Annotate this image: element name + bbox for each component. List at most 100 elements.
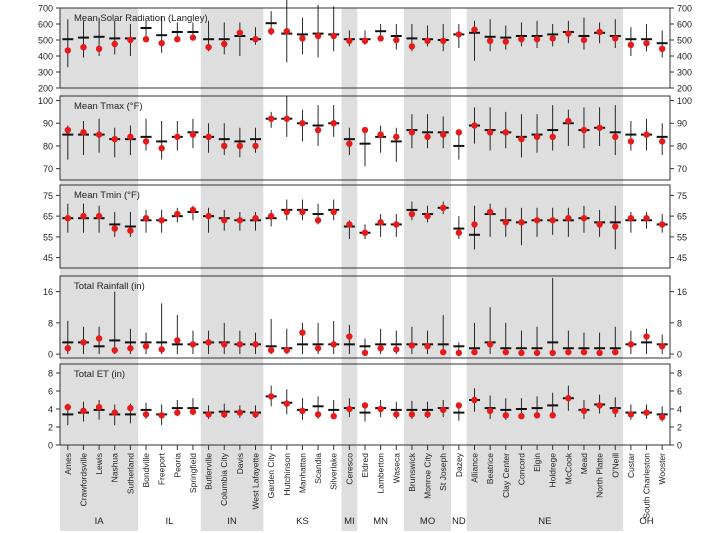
observed-point — [299, 120, 306, 127]
observed-point — [565, 215, 572, 222]
observed-point — [346, 221, 353, 228]
site-label: North Platte — [595, 453, 605, 498]
observed-point — [221, 411, 228, 418]
state-label-mo: MO — [420, 516, 435, 527]
y-tick-label-right: 70 — [677, 164, 687, 174]
observed-point — [486, 208, 494, 216]
y-tick-label-left: 75 — [43, 191, 53, 201]
observed-point — [252, 215, 259, 222]
observed-point — [267, 212, 275, 220]
observed-point — [471, 348, 478, 356]
y-tick-label-right: 2 — [677, 423, 682, 433]
observed-point — [393, 36, 400, 44]
observed-point — [596, 402, 603, 409]
y-tick-label-left: 700 — [38, 4, 53, 14]
observed-point — [283, 400, 290, 407]
observed-point — [330, 413, 337, 420]
observed-point — [95, 404, 103, 411]
observed-point — [158, 145, 165, 152]
observed-point — [330, 208, 337, 216]
y-tick-label-right: 45 — [677, 253, 687, 263]
observed-point — [518, 349, 525, 357]
observed-point — [80, 129, 87, 136]
y-tick-label-right: 55 — [677, 232, 687, 242]
observed-point — [299, 35, 306, 42]
observed-point — [361, 126, 369, 134]
observed-point — [95, 212, 103, 220]
observed-point — [64, 345, 72, 352]
site-label: Hutchinson — [282, 453, 292, 496]
observed-point — [95, 45, 103, 52]
y-tick-label-left: 8 — [48, 369, 53, 379]
y-tick-label-left: 16 — [43, 287, 53, 297]
observed-point — [565, 395, 572, 402]
observed-point — [627, 411, 635, 418]
observed-point — [424, 212, 431, 220]
panel-frame — [59, 184, 671, 269]
state-label-in: IN — [227, 516, 237, 527]
y-tick-label-right: 6 — [677, 387, 682, 397]
panel-title: Mean Tmin (°F) — [74, 190, 140, 201]
observed-point — [549, 133, 556, 141]
y-tick-label-right: 90 — [677, 119, 687, 129]
observed-point — [267, 28, 275, 35]
observed-point — [361, 229, 369, 236]
observed-point — [612, 133, 619, 141]
observed-point — [377, 35, 384, 42]
observed-point — [158, 346, 165, 353]
y-tick-label-right: 300 — [677, 68, 692, 78]
observed-point — [518, 36, 525, 43]
y-tick-label-left: 4 — [48, 405, 53, 415]
observed-point — [518, 219, 525, 226]
observed-point — [142, 138, 150, 145]
observed-point — [393, 346, 400, 353]
observed-point — [627, 215, 635, 222]
y-tick-label-right: 100 — [677, 96, 692, 106]
observed-point — [643, 215, 650, 222]
panel-title: Mean Tmax (°F) — [74, 101, 143, 112]
observed-point — [330, 120, 337, 127]
observed-point — [346, 140, 353, 147]
observed-point — [236, 341, 244, 348]
observed-point — [627, 341, 635, 348]
site-label: Freeport — [157, 452, 167, 485]
observed-point — [533, 217, 541, 224]
state-label-mn: MN — [373, 516, 388, 527]
site-label: Lamberton — [376, 453, 386, 494]
observed-point — [346, 333, 353, 340]
y-tick-label-right: 4 — [677, 405, 682, 415]
site-label: Concord — [516, 453, 526, 485]
site-label: South Charleston — [642, 453, 652, 519]
observed-point — [346, 405, 353, 413]
observed-point — [205, 212, 212, 220]
y-tick-label-right: 600 — [677, 20, 692, 30]
y-tick-label-left: 45 — [43, 253, 53, 263]
observed-point — [377, 219, 384, 226]
site-label: Eldred — [360, 453, 370, 478]
y-tick-label-right: 80 — [677, 141, 687, 151]
y-tick-label-right: 65 — [677, 212, 687, 222]
observed-point — [174, 409, 181, 416]
observed-point — [549, 35, 556, 42]
observed-point — [80, 44, 87, 51]
observed-point — [158, 412, 165, 419]
observed-point — [408, 210, 416, 218]
observed-point — [408, 411, 416, 418]
panel-frame — [59, 7, 671, 89]
observed-point — [518, 135, 525, 143]
y-tick-label-right: 500 — [677, 36, 692, 46]
y-tick-label-right: 400 — [677, 52, 692, 62]
observed-point — [502, 219, 509, 226]
observed-point — [361, 402, 369, 409]
observed-point — [221, 40, 228, 48]
observed-point — [377, 405, 384, 413]
observed-point — [455, 229, 463, 236]
observed-point — [205, 44, 212, 51]
observed-point — [440, 131, 447, 138]
observed-point — [80, 407, 87, 414]
site-label: Manhattan — [297, 453, 307, 493]
y-tick-label-left: 6 — [48, 387, 53, 397]
y-tick-label-left: 400 — [38, 52, 53, 62]
observed-point — [440, 37, 447, 44]
y-tick-label-right: 700 — [677, 4, 692, 14]
